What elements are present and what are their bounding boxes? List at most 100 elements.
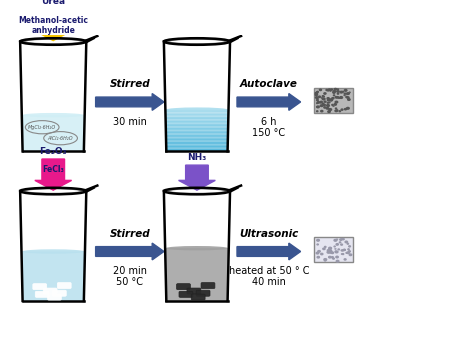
Circle shape <box>327 251 330 253</box>
Circle shape <box>336 110 338 111</box>
Circle shape <box>328 247 331 249</box>
Circle shape <box>337 89 338 90</box>
Text: AlCl₂·6H₂O: AlCl₂·6H₂O <box>48 136 73 141</box>
Polygon shape <box>166 135 228 136</box>
Text: 50 °C: 50 °C <box>116 277 143 287</box>
Polygon shape <box>166 126 228 128</box>
Ellipse shape <box>166 107 228 112</box>
Circle shape <box>335 251 336 252</box>
Polygon shape <box>164 191 230 301</box>
Circle shape <box>346 252 347 253</box>
Circle shape <box>317 98 318 99</box>
Polygon shape <box>166 125 228 126</box>
Circle shape <box>322 98 325 100</box>
Polygon shape <box>165 110 228 111</box>
Circle shape <box>329 109 332 110</box>
Polygon shape <box>166 137 228 139</box>
Circle shape <box>333 258 334 259</box>
FancyBboxPatch shape <box>53 290 66 296</box>
Text: Stirred: Stirred <box>109 229 150 239</box>
Text: 150 °C: 150 °C <box>252 128 285 138</box>
Text: Urea: Urea <box>41 0 65 6</box>
Circle shape <box>334 239 337 241</box>
Text: 30 min: 30 min <box>113 117 147 127</box>
FancyBboxPatch shape <box>187 288 201 294</box>
Circle shape <box>336 96 338 98</box>
Text: 40 min: 40 min <box>252 277 286 287</box>
Circle shape <box>340 239 342 240</box>
Circle shape <box>320 105 323 106</box>
Circle shape <box>321 101 322 102</box>
Circle shape <box>338 97 340 98</box>
Circle shape <box>341 109 343 110</box>
Circle shape <box>344 249 345 250</box>
Polygon shape <box>22 115 85 152</box>
Circle shape <box>335 110 337 111</box>
Circle shape <box>330 99 333 101</box>
Circle shape <box>335 97 337 98</box>
Circle shape <box>349 254 352 255</box>
Circle shape <box>342 91 344 92</box>
Polygon shape <box>166 131 228 132</box>
Circle shape <box>345 108 346 110</box>
Circle shape <box>341 250 342 251</box>
Circle shape <box>327 105 329 106</box>
Circle shape <box>346 96 347 97</box>
Polygon shape <box>165 115 228 117</box>
FancyArrow shape <box>237 243 301 260</box>
FancyBboxPatch shape <box>176 284 191 290</box>
Circle shape <box>325 260 326 261</box>
Circle shape <box>328 250 330 251</box>
Circle shape <box>327 102 328 103</box>
FancyArrow shape <box>237 94 301 110</box>
Circle shape <box>332 97 334 99</box>
Text: Autoclave: Autoclave <box>240 79 298 89</box>
Circle shape <box>336 108 337 109</box>
FancyArrow shape <box>35 159 72 190</box>
Circle shape <box>344 93 346 94</box>
Circle shape <box>317 100 318 101</box>
FancyArrow shape <box>96 94 164 110</box>
Circle shape <box>333 95 335 96</box>
Circle shape <box>324 259 327 260</box>
Text: 6 h: 6 h <box>261 117 276 127</box>
Circle shape <box>318 251 320 252</box>
Circle shape <box>328 102 330 103</box>
Circle shape <box>331 89 333 90</box>
Polygon shape <box>166 144 228 146</box>
Circle shape <box>317 102 319 103</box>
Polygon shape <box>166 140 228 142</box>
Circle shape <box>321 110 323 112</box>
Circle shape <box>346 93 349 94</box>
Circle shape <box>323 96 324 97</box>
Circle shape <box>315 94 318 95</box>
Circle shape <box>333 92 335 93</box>
Polygon shape <box>166 128 228 129</box>
Circle shape <box>316 252 319 254</box>
Circle shape <box>346 93 347 94</box>
Circle shape <box>326 90 328 91</box>
Polygon shape <box>164 41 230 152</box>
Circle shape <box>346 107 349 109</box>
Circle shape <box>319 102 322 103</box>
Polygon shape <box>165 113 228 114</box>
Circle shape <box>336 256 338 258</box>
Circle shape <box>340 91 343 93</box>
Circle shape <box>349 92 350 93</box>
Text: Stirred: Stirred <box>109 79 150 89</box>
Circle shape <box>347 99 350 100</box>
Polygon shape <box>166 149 228 150</box>
Polygon shape <box>165 118 228 119</box>
Text: Fe₂O₃: Fe₂O₃ <box>39 147 67 156</box>
Text: FeCl₃: FeCl₃ <box>42 165 64 174</box>
Polygon shape <box>20 191 86 301</box>
Circle shape <box>324 101 326 102</box>
Circle shape <box>328 111 330 113</box>
FancyArrow shape <box>35 10 72 41</box>
Circle shape <box>337 91 339 92</box>
Polygon shape <box>166 122 228 123</box>
Circle shape <box>333 92 335 93</box>
FancyBboxPatch shape <box>191 294 205 300</box>
Circle shape <box>342 238 344 240</box>
Polygon shape <box>21 251 85 301</box>
